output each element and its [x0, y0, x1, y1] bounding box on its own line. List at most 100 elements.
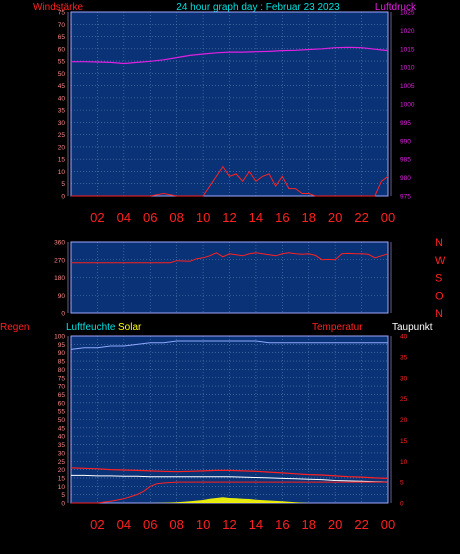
y-tick-label: 80: [58, 367, 66, 374]
y-tick-label-right: 1025: [400, 10, 415, 17]
y-tick-label: 5: [61, 181, 65, 188]
series-regen: [71, 481, 388, 504]
header-windstaerke: Windstärke: [33, 2, 83, 13]
compass-label: N: [435, 308, 443, 320]
y-tick-label: 40: [58, 434, 66, 441]
y-tick-label: 30: [58, 450, 66, 457]
y-tick-label-right: 35: [400, 354, 408, 361]
y-tick-label: 35: [58, 442, 66, 449]
x-tick-label: 14: [249, 517, 263, 532]
y-tick-label: 5: [61, 492, 65, 499]
y-tick-label: 20: [58, 144, 66, 151]
x-tick-label: 16: [275, 210, 289, 225]
y-tick-label: 10: [58, 169, 66, 176]
header-title: 24 hour graph day : Februar 23 2023: [176, 2, 340, 13]
y-tick-label: 360: [54, 240, 65, 247]
x-tick-label: 08: [169, 210, 183, 225]
y-tick-label: 100: [54, 334, 65, 341]
compass-label: W: [435, 255, 446, 267]
wind-pressure-panel: 0510152025303540455055606570759759809859…: [58, 10, 415, 226]
x-tick-label: 02: [90, 517, 104, 532]
x-tick-label: 02: [90, 210, 104, 225]
y-tick-label: 15: [58, 157, 66, 164]
y-tick-label: 50: [58, 417, 66, 424]
y-tick-label-right: 985: [400, 157, 411, 164]
y-tick-label: 65: [58, 34, 66, 41]
y-tick-label: 90: [58, 293, 66, 300]
x-tick-label: 20: [328, 210, 342, 225]
y-tick-label: 30: [58, 120, 66, 127]
series-windrichtung: [71, 252, 389, 264]
compass-label: S: [435, 273, 442, 285]
x-tick-label: 00: [381, 210, 395, 225]
y-tick-label: 0: [61, 194, 65, 201]
series-luftdruck: [71, 46, 389, 65]
y-tick-label: 0: [61, 501, 65, 508]
y-tick-label-right: 1000: [400, 102, 415, 109]
y-tick-label-right: 0: [400, 501, 404, 508]
y-tick-label: 10: [58, 484, 66, 491]
y-tick-label: 25: [58, 459, 66, 466]
y-tick-label: 60: [58, 46, 66, 53]
y-tick-label: 70: [58, 22, 66, 29]
x-tick-label: 20: [328, 517, 342, 532]
plot-frame: [70, 241, 389, 314]
y-tick-label: 75: [58, 10, 66, 17]
x-tick-label: 04: [117, 517, 131, 532]
y-tick-label: 70: [58, 384, 66, 391]
y-tick-label: 85: [58, 359, 66, 366]
label-regen: Regen: [0, 322, 29, 333]
y-tick-label-right: 980: [400, 175, 411, 182]
series-windstaerke: [71, 165, 389, 197]
y-tick-label-right: 15: [400, 438, 408, 445]
x-tick-label: 22: [354, 517, 368, 532]
y-tick-label-right: 975: [400, 194, 411, 201]
y-tick-label: 40: [58, 95, 66, 102]
series-luftfeuchte: [70, 340, 388, 350]
y-tick-label-right: 990: [400, 138, 411, 145]
y-tick-label-right: 20: [400, 417, 408, 424]
y-tick-label-right: 40: [400, 334, 408, 341]
y-tick-label-right: 995: [400, 120, 411, 127]
x-tick-label: 06: [143, 210, 157, 225]
series-solar: [71, 497, 388, 503]
y-tick-label: 15: [58, 475, 66, 482]
y-tick-label-right: 1005: [400, 83, 415, 90]
x-tick-label: 06: [143, 517, 157, 532]
x-tick-label: 18: [302, 517, 316, 532]
y-tick-label: 90: [58, 350, 66, 357]
series-taupunkt: [71, 474, 389, 483]
y-tick-label-right: 5: [400, 480, 404, 487]
y-tick-label: 25: [58, 132, 66, 139]
y-tick-label: 35: [58, 108, 66, 115]
y-tick-label-right: 10: [400, 459, 408, 466]
y-tick-label: 20: [58, 467, 66, 474]
y-tick-label: 75: [58, 375, 66, 382]
label-taupunkt: Taupunkt: [392, 322, 433, 333]
y-tick-label: 55: [58, 59, 66, 66]
y-tick-label-right: 25: [400, 396, 408, 403]
y-tick-label: 60: [58, 400, 66, 407]
y-tick-label: 270: [54, 257, 65, 264]
x-tick-label: 00: [381, 517, 395, 532]
compass-label: N: [435, 237, 443, 249]
series-temperatur: [70, 467, 389, 479]
y-tick-label: 0: [61, 311, 65, 318]
label-solar: Solar: [118, 322, 142, 333]
y-tick-label-right: 1010: [400, 65, 415, 72]
y-tick-label: 50: [58, 71, 66, 78]
x-tick-label: 10: [196, 210, 210, 225]
compass-label: O: [435, 290, 444, 302]
x-tick-label: 04: [117, 210, 131, 225]
x-tick-label: 14: [249, 210, 263, 225]
label-temperatur: Temperatur: [312, 322, 363, 333]
y-tick-label-right: 30: [400, 375, 408, 382]
y-tick-label-right: 1015: [400, 46, 415, 53]
y-tick-label: 45: [58, 83, 66, 90]
plot-frame: [70, 11, 389, 197]
x-tick-label: 18: [302, 210, 316, 225]
rain-humidity-temp-panel: 0510152025303540455055606570758085909510…: [54, 334, 407, 533]
x-tick-label: 22: [354, 210, 368, 225]
